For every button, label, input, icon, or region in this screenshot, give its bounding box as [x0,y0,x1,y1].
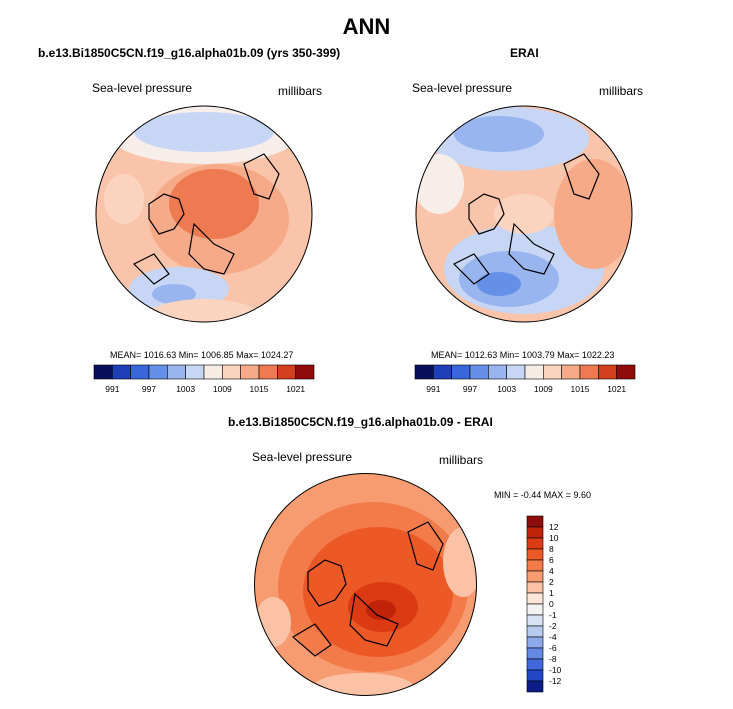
panel2-variable-label: Sea-level pressure [412,81,513,95]
panel2-colorbar-tick-label: 991 [426,384,440,394]
panel3-colorbar-swatch [526,669,544,682]
panel1-colorbar-swatch [130,364,150,380]
panel1-title: b.e13.Bi1850C5CN.f19_g16.alpha01b.09 (yr… [38,46,341,60]
panel3-colorbar-tick-label: -8 [549,654,557,664]
panel1-colorbar-swatch [258,364,278,380]
panel2-colorbar-swatch [543,364,562,380]
panel1-variable-label: Sea-level pressure [92,81,193,95]
panel1-colorbar-swatch [112,364,131,380]
panel2-colorbar-swatch [433,364,452,380]
panel3-colorbar-swatch [526,592,544,605]
panel3-colorbar-tick-label: -1 [549,610,557,620]
panel2-colorbar-tick-label: 1021 [607,384,626,394]
panel3-colorbar-tick-label: -10 [549,665,562,675]
panel3-colorbar-swatch [526,625,544,638]
panel2-colorbar: 991997100310091015102110271033 [414,364,636,394]
panel3-colorbar-tick-label: 2 [549,577,554,587]
panel1-colorbar-tick-label: 1021 [286,384,305,394]
panel3-colorbar-swatch [526,559,544,572]
panel2-colorbar-swatch [598,364,617,380]
panel2-colorbar-swatch [579,364,599,380]
panel3-stats: MIN = -0.44 MAX = 9.60 [494,490,592,500]
panel3-colorbar-swatch [526,570,544,583]
panel3-units-label: millibars [439,453,484,467]
panel3-colorbar-tick-label: 6 [549,555,554,565]
panel1-colorbar-swatch [148,364,168,380]
panel1-colorbar-tick-label: 1015 [250,384,269,394]
panel3-colorbar-tick-label: -12 [549,676,562,686]
panel3-colorbar-tick-label: 4 [549,566,554,576]
panel2-stats: MEAN= 1012.63 Min= 1003.79 Max= 1022.23 [431,350,615,360]
panel3-colorbar-swatch [526,614,544,627]
panel1-colorbar-swatch [222,364,241,380]
panel3-colorbar-swatch [526,537,544,550]
panel3-polar-map [254,473,477,696]
panel1-colorbar-tick-label: 1003 [176,384,195,394]
panel2-units-label: millibars [599,84,644,98]
panel2-title: ERAI [510,46,539,60]
panel3-colorbar-swatch [526,581,544,594]
panel2-colorbar-swatch [506,364,526,380]
panel3-variable-label: Sea-level pressure [252,450,353,464]
panel2-colorbar-tick-label: 997 [463,384,477,394]
figure-title: ANN [342,14,391,39]
panel3-colorbar-tick-label: -4 [549,632,557,642]
panel2-colorbar-swatch [414,364,434,380]
panel1-colorbar-swatch [277,364,296,380]
panel3-colorbar-tick-label: 8 [549,544,554,554]
panel3-colorbar-swatch [526,680,544,693]
panel3-colorbar-swatch [526,636,544,649]
panel3-colorbar-swatch [526,515,544,528]
panel2-colorbar-swatch [488,364,507,380]
panel3-colorbar-swatch [526,658,544,671]
panel2-colorbar-swatch [616,364,636,380]
panel3-colorbar-swatch [526,548,544,561]
panel3-colorbar-swatch [526,647,544,660]
panel1-colorbar-swatch [93,364,113,380]
panel3-colorbar-tick-label: -2 [549,621,557,631]
panel2-colorbar-tick-label: 1009 [534,384,553,394]
panel2-polar-map [415,105,633,323]
panel3-colorbar-tick-label: -6 [549,643,557,653]
panel1-colorbar-tick-label: 1009 [213,384,232,394]
panel1-colorbar-swatch [167,364,186,380]
panel3-title: b.e13.Bi1850C5CN.f19_g16.alpha01b.09 - E… [228,415,493,429]
panel1-colorbar-swatch [185,364,205,380]
panel1-colorbar-swatch [203,364,223,380]
panel3-colorbar-tick-label: 10 [549,533,559,543]
panel2-colorbar-swatch [524,364,544,380]
panel1-stats: MEAN= 1016.63 Min= 1006.85 Max= 1024.27 [110,350,294,360]
panel1-colorbar-tick-label: 997 [142,384,156,394]
panel3-colorbar-tick-label: 1 [549,588,554,598]
panel1-colorbar: 991997100310091015102110271033 [93,364,315,394]
panel2-colorbar-swatch [469,364,489,380]
panel1-colorbar-tick-label: 991 [105,384,119,394]
panel3-colorbar-swatch [526,603,544,616]
panel1-colorbar-swatch [295,364,315,380]
panel1-polar-map [95,105,313,323]
panel3-colorbar-swatch [526,526,544,539]
panel2-colorbar-swatch [561,364,581,380]
panel1-units-label: millibars [278,84,323,98]
panel2-colorbar-tick-label: 1003 [497,384,516,394]
panel2-colorbar-tick-label: 1015 [571,384,590,394]
panel3-colorbar-tick-label: 0 [549,599,554,609]
panel2-colorbar-swatch [451,364,471,380]
panel1-colorbar-swatch [240,364,260,380]
panel3-colorbar-tick-label: 12 [549,522,559,532]
